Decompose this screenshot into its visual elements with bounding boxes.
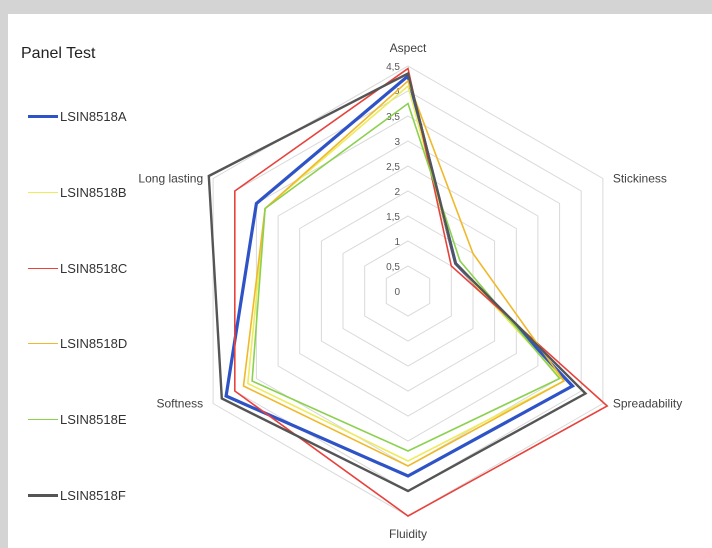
legend-swatch [28, 418, 58, 420]
axis-label: Spreadability [613, 397, 682, 411]
grid-ring [255, 115, 561, 467]
legend-item: LSIN8518D [28, 335, 128, 351]
series-line [207, 71, 588, 493]
legend-swatch [28, 342, 58, 344]
legend-item: LSIN8518F [28, 487, 126, 503]
grid-ring [277, 140, 539, 442]
legend-swatch [28, 267, 58, 269]
grid-ring [212, 65, 604, 517]
legend-label: LSIN8518E [60, 411, 127, 427]
tick-label: 2 [394, 187, 400, 198]
grid-ring [385, 265, 431, 317]
chart-panel: Panel Test LSIN8518A LSIN8518B LSIN8518C LS… [8, 14, 712, 548]
legend-swatch [28, 114, 58, 118]
tick-label: 4 [394, 87, 400, 98]
legend-swatch [28, 493, 58, 497]
grid-ring [342, 215, 474, 367]
axis-label: Stickiness [613, 172, 667, 186]
series-line [251, 102, 561, 452]
tick-label: 1,5 [386, 212, 400, 223]
legend-item: LSIN8518E [28, 411, 127, 427]
grid-ring [320, 190, 496, 392]
legend: LSIN8518A LSIN8518B LSIN8518C LSIN8518D LSIN… [28, 14, 168, 548]
legend-swatch [28, 191, 58, 193]
tick-label: 0 [394, 287, 400, 298]
tick-label: 2,5 [386, 162, 400, 173]
tick-label: 4,5 [386, 62, 400, 73]
tick-label: 3,5 [386, 112, 400, 123]
axis-label: Aspect [390, 41, 427, 55]
legend-label: LSIN8518F [60, 487, 126, 503]
series-line [234, 67, 609, 517]
radar-chart: 0 0,5 1 1,5 2 2,5 3 3,5 4 4,5 Aspect Stickiness Spre… [138, 41, 682, 541]
chart-title: Panel Test [21, 45, 96, 62]
tick-label: 1 [394, 237, 400, 248]
grid-ring [299, 165, 517, 417]
legend-item: LSIN8518C [28, 260, 128, 276]
legend-item: LSIN8518B [28, 184, 127, 200]
legend-label: LSIN8518C [60, 260, 128, 276]
tick-label: 3 [394, 137, 400, 148]
axis-label: Softness [156, 397, 203, 411]
axis-label: Long lasting [138, 172, 203, 186]
tick-label: 0,5 [386, 262, 400, 273]
legend-item: LSIN8518A [28, 108, 127, 124]
axis-label: Fluidity [389, 527, 427, 541]
legend-label: LSIN8518A [60, 108, 127, 124]
grid-ring [364, 240, 452, 342]
legend-label: LSIN8518B [60, 184, 127, 200]
legend-label: LSIN8518D [60, 335, 128, 351]
